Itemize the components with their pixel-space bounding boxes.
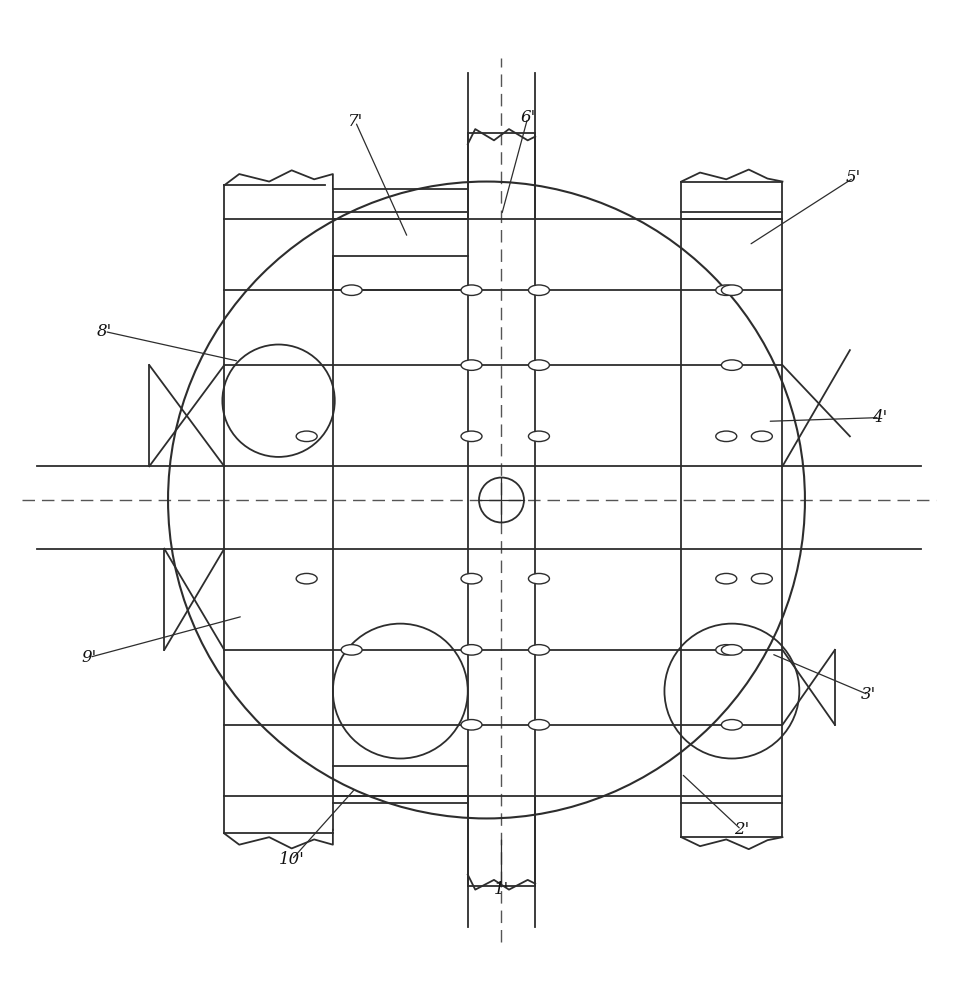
Text: 6': 6' (520, 109, 536, 126)
Ellipse shape (716, 573, 737, 584)
Ellipse shape (721, 720, 742, 730)
Ellipse shape (461, 360, 482, 370)
Ellipse shape (721, 360, 742, 370)
Ellipse shape (461, 285, 482, 295)
Ellipse shape (751, 431, 772, 442)
Ellipse shape (296, 573, 317, 584)
Ellipse shape (461, 720, 482, 730)
Ellipse shape (716, 431, 737, 442)
Ellipse shape (716, 645, 737, 655)
Text: 8': 8' (97, 323, 112, 340)
Ellipse shape (721, 285, 742, 295)
Text: 5': 5' (846, 169, 861, 186)
Text: 4': 4' (872, 409, 887, 426)
Text: 7': 7' (348, 113, 363, 130)
Ellipse shape (529, 360, 550, 370)
Ellipse shape (296, 431, 317, 442)
Text: 9': 9' (81, 649, 97, 666)
Text: 2': 2' (734, 821, 749, 838)
Text: 3': 3' (861, 686, 877, 703)
Ellipse shape (529, 285, 550, 295)
Ellipse shape (751, 573, 772, 584)
Ellipse shape (529, 573, 550, 584)
Ellipse shape (461, 573, 482, 584)
Ellipse shape (461, 431, 482, 442)
Ellipse shape (341, 285, 362, 295)
Text: 10': 10' (279, 851, 305, 868)
Ellipse shape (529, 645, 550, 655)
Ellipse shape (716, 285, 737, 295)
Ellipse shape (529, 431, 550, 442)
Ellipse shape (721, 645, 742, 655)
Ellipse shape (461, 645, 482, 655)
Ellipse shape (341, 645, 362, 655)
Text: 1': 1' (494, 881, 509, 898)
Ellipse shape (529, 720, 550, 730)
